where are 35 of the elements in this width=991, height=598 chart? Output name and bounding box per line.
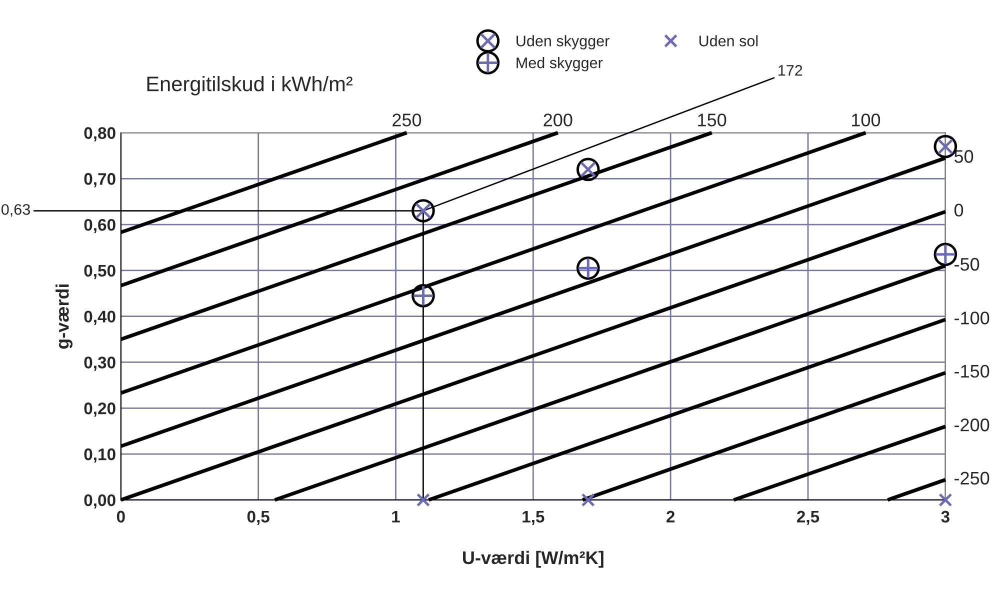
x-tick-label: 2 [666, 510, 675, 522]
y-tick-label: 0,20 [84, 402, 116, 417]
annotation: 0,63 [1, 204, 30, 217]
y-tick-label: 0,00 [84, 494, 116, 509]
y-tick-label: 0,60 [84, 218, 116, 234]
y-tick-label: 0,50 [84, 264, 116, 280]
y-axis-title: g-værdi [56, 284, 72, 349]
series-label: 250 [392, 114, 422, 126]
series-label: 0 [954, 204, 964, 217]
x-tick-label: 2,5 [796, 510, 820, 526]
series-label: -100 [954, 312, 990, 324]
x-tick-label: 0 [116, 510, 125, 523]
series-label: 150 [698, 114, 726, 126]
y-tick-label: 0,30 [84, 356, 116, 371]
series-label: 100 [852, 114, 880, 126]
y-tick-label: 0,80 [84, 127, 116, 142]
x-tick-label: 1 [392, 510, 400, 522]
x-tick-label: 3 [941, 510, 950, 523]
x-axis-title: U-værdi [W/m²K] [463, 550, 604, 568]
series-label: -50 [954, 258, 980, 271]
series-label: 200 [544, 114, 572, 126]
legend-label: Med skygger [516, 57, 603, 72]
series-label: 50 [954, 150, 974, 163]
annotation: 172 [778, 64, 802, 76]
chart-title: Energitilskud i kWh/m² [147, 76, 352, 96]
series-label: -150 [954, 364, 990, 378]
x-tick-label: 1,5 [522, 510, 544, 526]
series-label: -200 [954, 418, 990, 432]
y-tick-label: 0,10 [84, 448, 116, 463]
x-tick-label: 0,5 [247, 510, 270, 526]
y-tick-label: 0,40 [84, 310, 116, 325]
legend-label: Uden sol [699, 35, 758, 46]
y-tick-label: 0,70 [84, 173, 116, 188]
legend-label: Uden skygger [516, 35, 610, 50]
series-label: -250 [954, 472, 990, 485]
